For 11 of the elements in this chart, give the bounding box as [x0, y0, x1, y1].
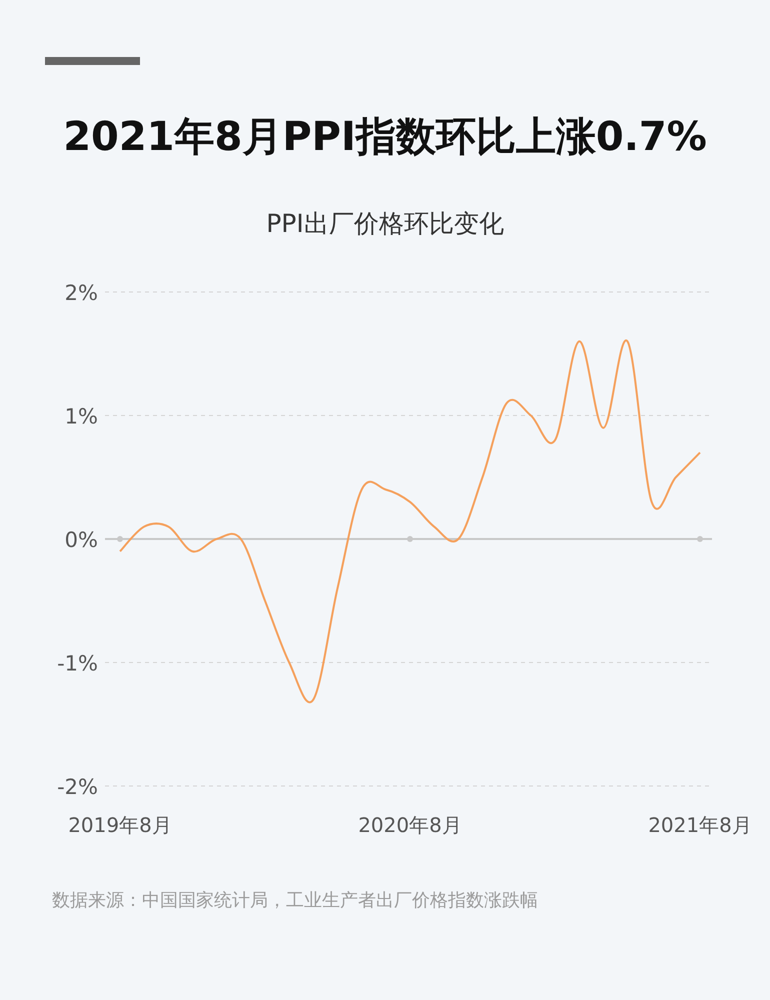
source-note: 数据来源：中国国家统计局，工业生产者出厂价格指数涨跌幅 — [52, 889, 539, 913]
x-tick-label: 2020年8月 — [358, 813, 462, 837]
chart-subtitle: PPI出厂价格环比变化 — [266, 209, 504, 238]
y-tick-label: 1% — [64, 404, 98, 428]
chart-title: 2021年8月PPI指数环比上涨0.7% — [63, 114, 707, 160]
y-tick-label: 0% — [64, 528, 98, 552]
y-tick-label: -2% — [57, 775, 98, 799]
y-tick-label: -1% — [57, 652, 98, 676]
y-tick-label: 2% — [64, 281, 98, 305]
x-tick-label: 2019年8月 — [68, 813, 172, 837]
x-tick-label: 2021年8月 — [648, 813, 752, 837]
